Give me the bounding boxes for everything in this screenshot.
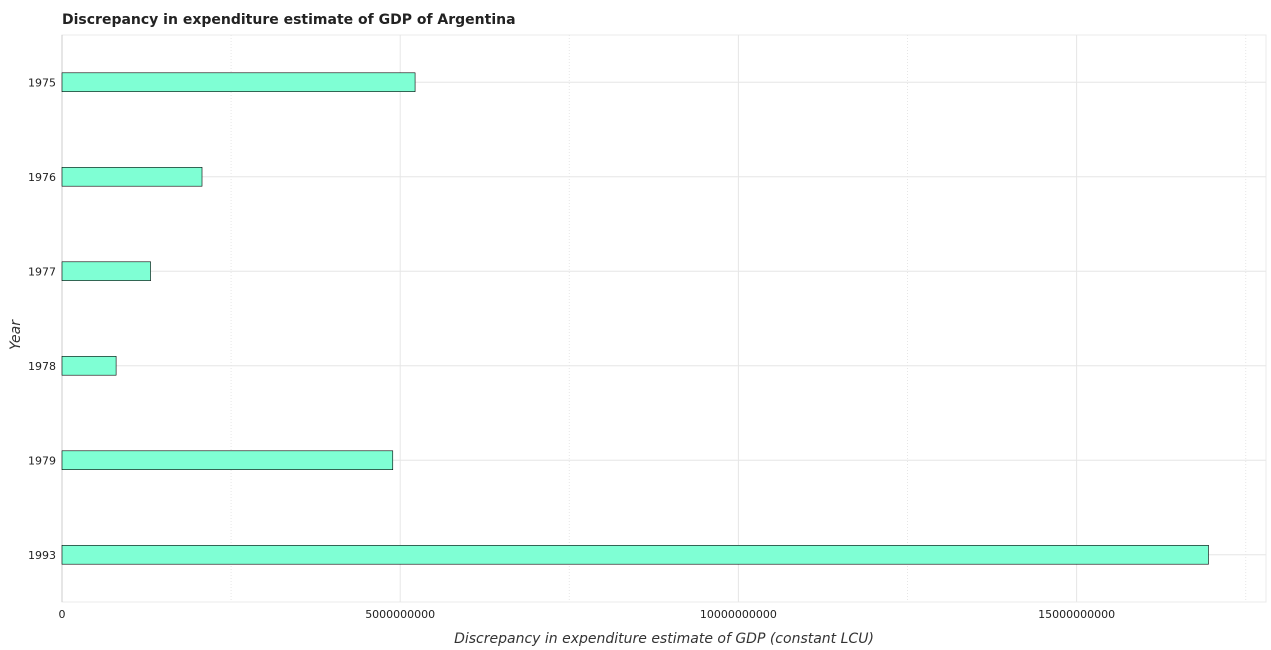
y-tick-label: 1978 — [28, 360, 56, 373]
plot-frame — [61, 34, 1267, 603]
bar-1977 — [61, 261, 151, 281]
bar-1978 — [61, 355, 117, 376]
y-tick-label: 1975 — [28, 76, 56, 89]
y-tick-label: 1993 — [28, 549, 56, 562]
bar-1975 — [61, 72, 416, 93]
x-axis-label: Discrepancy in expenditure estimate of G… — [454, 631, 874, 647]
grid — [61, 34, 1267, 603]
y-tick-label: 1976 — [28, 171, 56, 184]
x-tick-labels: 0 5000000000 10000000000 15000000000 — [59, 608, 1116, 621]
bar-1976 — [61, 167, 203, 187]
bar-1993 — [61, 544, 1209, 565]
y-tick-label: 1977 — [28, 265, 56, 278]
y-tick-labels: 1975 1976 1977 1978 1979 1993 — [28, 76, 56, 562]
y-axis-label: Year — [8, 319, 24, 350]
chart-title: Discrepancy in expenditure estimate of G… — [62, 12, 516, 28]
x-tick-label: 5000000000 — [365, 608, 435, 621]
x-tick-label: 15000000000 — [1038, 608, 1115, 621]
y-tick-label: 1979 — [28, 454, 56, 467]
x-tick-label: 10000000000 — [700, 608, 777, 621]
bars — [61, 72, 1209, 565]
bar-1979 — [61, 450, 394, 470]
x-tick-label: 0 — [59, 608, 66, 621]
